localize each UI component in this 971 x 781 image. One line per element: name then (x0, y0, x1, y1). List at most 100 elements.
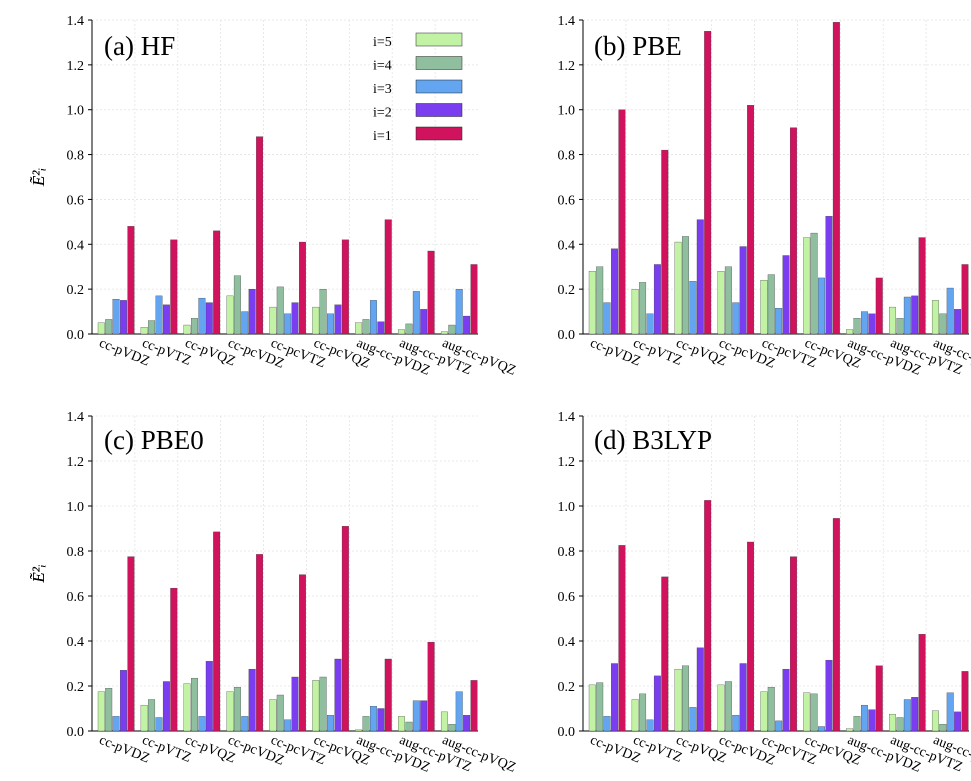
bar (732, 302, 740, 335)
bar (896, 318, 904, 335)
bar (299, 241, 306, 335)
bar (931, 710, 939, 732)
y-axis-label: Ẽ²ᵢ (29, 564, 48, 583)
bar (427, 250, 435, 335)
bar (588, 271, 596, 335)
bar (911, 697, 919, 732)
bar (105, 688, 113, 732)
bar (611, 248, 618, 335)
bar (603, 302, 611, 335)
bar (369, 706, 377, 732)
y-tick-label: 0.6 (558, 193, 576, 208)
legend-swatch (415, 79, 463, 94)
bar (889, 713, 896, 732)
y-tick-label: 0.2 (558, 283, 576, 298)
legend-swatch (415, 56, 463, 70)
bar (183, 324, 191, 335)
bar (961, 264, 969, 335)
y-tick-label: 0.4 (67, 635, 85, 650)
bar (341, 526, 349, 732)
y-axis-label: Ẽ²ᵢ (29, 564, 48, 583)
y-tick-label: 0.2 (558, 680, 576, 695)
bar (903, 699, 911, 732)
y-tick-label: 1.4 (558, 14, 576, 29)
bar (369, 300, 377, 335)
bar (588, 684, 596, 732)
bar (162, 304, 170, 335)
bar (213, 531, 221, 732)
bar (696, 219, 704, 335)
y-tick-label: 0.8 (558, 545, 576, 560)
bar (767, 274, 775, 335)
bar (747, 541, 755, 732)
y-tick-label: 0.0 (558, 328, 576, 343)
bar (276, 286, 284, 335)
bar (248, 288, 256, 335)
y-tick-label: 1.2 (67, 455, 85, 470)
bar (312, 306, 320, 335)
bar (440, 711, 448, 732)
bar (198, 297, 206, 335)
bar (355, 729, 363, 732)
bar (918, 237, 926, 335)
bar (398, 716, 405, 732)
bar (846, 728, 854, 732)
bar (341, 239, 349, 335)
bar (603, 716, 611, 732)
bar (256, 136, 264, 335)
bar (183, 683, 191, 732)
bar (618, 545, 626, 732)
bar (639, 282, 647, 335)
bar (631, 288, 639, 335)
bar (148, 320, 156, 335)
y-tick-label: 0.4 (558, 238, 576, 253)
bar (704, 31, 712, 335)
bar (198, 716, 206, 732)
bar (327, 715, 334, 732)
bar (832, 518, 840, 732)
y-tick-label: 1.4 (558, 410, 576, 425)
y-tick-label: 1.2 (558, 455, 576, 470)
bar (233, 275, 241, 335)
bar (661, 149, 669, 335)
bar (233, 686, 241, 732)
bar (455, 691, 463, 732)
bar (696, 647, 704, 732)
bar (170, 587, 178, 732)
bar (732, 715, 740, 732)
panel-c: 0.00.20.40.60.81.01.21.4Ẽ²ᵢcc-pVDZcc-pVT… (29, 410, 518, 776)
legend: i=5 i=4 i=3 i=2 i=1 (373, 32, 463, 144)
bar (299, 574, 306, 732)
bar (875, 665, 883, 732)
bar (269, 306, 277, 335)
y-tick-label: 1.4 (67, 410, 85, 425)
bar (825, 659, 833, 732)
bar (377, 321, 385, 335)
bar (256, 554, 264, 732)
bar (931, 300, 939, 335)
bar (674, 241, 682, 335)
bar (112, 299, 120, 335)
bar (140, 704, 148, 732)
bar (327, 313, 334, 335)
bar (704, 500, 712, 732)
bar (191, 318, 198, 335)
bar (803, 692, 811, 732)
bar (596, 266, 604, 335)
panel-label: (a) HF (104, 31, 175, 61)
bar (674, 668, 682, 732)
panel-b: 0.00.20.40.60.81.01.21.4Ẽ²ᵢcc-pVDZcc-pVT… (29, 14, 971, 379)
bar (846, 329, 854, 335)
bar (284, 719, 292, 732)
bar (334, 304, 342, 335)
y-tick-label: 0.8 (67, 149, 85, 164)
bar (946, 287, 954, 335)
bar (825, 216, 833, 335)
bar (405, 721, 413, 732)
bar (127, 556, 135, 732)
bar (954, 309, 962, 335)
bar (463, 315, 471, 335)
bar (248, 668, 256, 732)
bar (155, 717, 163, 732)
